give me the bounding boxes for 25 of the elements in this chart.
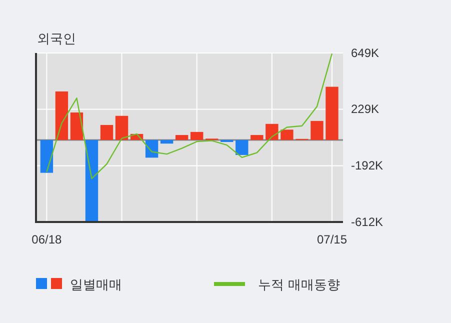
bar bbox=[70, 112, 84, 140]
y-tick-label: 649K bbox=[351, 46, 380, 60]
bar bbox=[85, 140, 98, 222]
bar bbox=[266, 124, 278, 140]
bar bbox=[250, 135, 264, 140]
line-series bbox=[46, 52, 333, 180]
legend-label: 일별매매 bbox=[70, 278, 122, 293]
bar bbox=[40, 140, 54, 173]
chart-title: 외국인 bbox=[37, 32, 76, 47]
bar bbox=[236, 140, 248, 155]
y-tick-label: -192K bbox=[351, 158, 384, 173]
bar bbox=[326, 86, 338, 140]
bar bbox=[100, 124, 114, 140]
bar bbox=[55, 91, 68, 140]
x-tick-label: 06/18 bbox=[32, 232, 62, 247]
bar bbox=[280, 130, 294, 140]
bar bbox=[160, 140, 174, 144]
x-tick-label: 07/15 bbox=[316, 232, 348, 247]
y-tick-label: -612K bbox=[351, 214, 384, 229]
bar bbox=[115, 116, 128, 140]
y-tick-label: 229K bbox=[351, 102, 380, 116]
bar bbox=[175, 135, 188, 140]
legend-label: 누적 매매동향 bbox=[258, 278, 340, 293]
bar bbox=[310, 120, 324, 140]
bar bbox=[190, 132, 204, 140]
